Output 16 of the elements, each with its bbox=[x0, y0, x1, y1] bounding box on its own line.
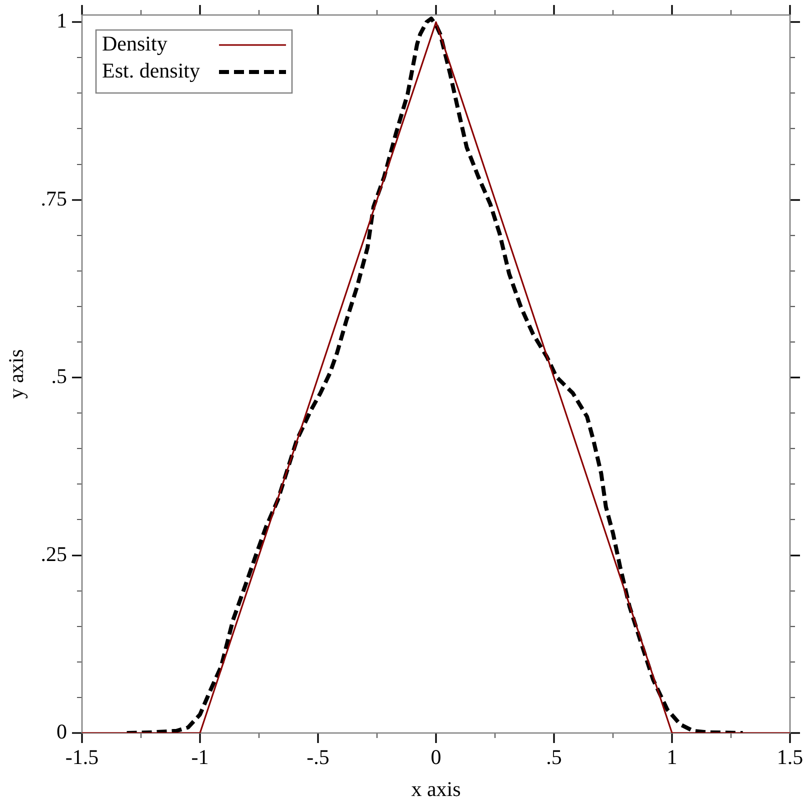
legend-label: Est. density bbox=[102, 58, 200, 83]
x-tick-label: -1.5 bbox=[65, 745, 99, 770]
y-tick-label: .25 bbox=[40, 542, 67, 566]
x-tick-label: -1 bbox=[191, 745, 209, 770]
x-axis-title: x axis bbox=[411, 776, 461, 801]
x-tick-label: 1 bbox=[666, 745, 678, 770]
x-tick-label: .5 bbox=[546, 745, 562, 770]
y-tick-label: .5 bbox=[51, 364, 67, 388]
x-tick-label: 1.5 bbox=[776, 745, 804, 770]
y-axis-title: y axis bbox=[4, 349, 28, 399]
text: Density bbox=[102, 32, 168, 56]
x-tick-label: -.5 bbox=[306, 745, 330, 770]
y-tick-label: 1 bbox=[56, 8, 67, 33]
y-tick-label: 0 bbox=[56, 720, 67, 744]
y-tick-label: .75 bbox=[40, 186, 67, 210]
x-tick-label: 0 bbox=[430, 745, 442, 770]
